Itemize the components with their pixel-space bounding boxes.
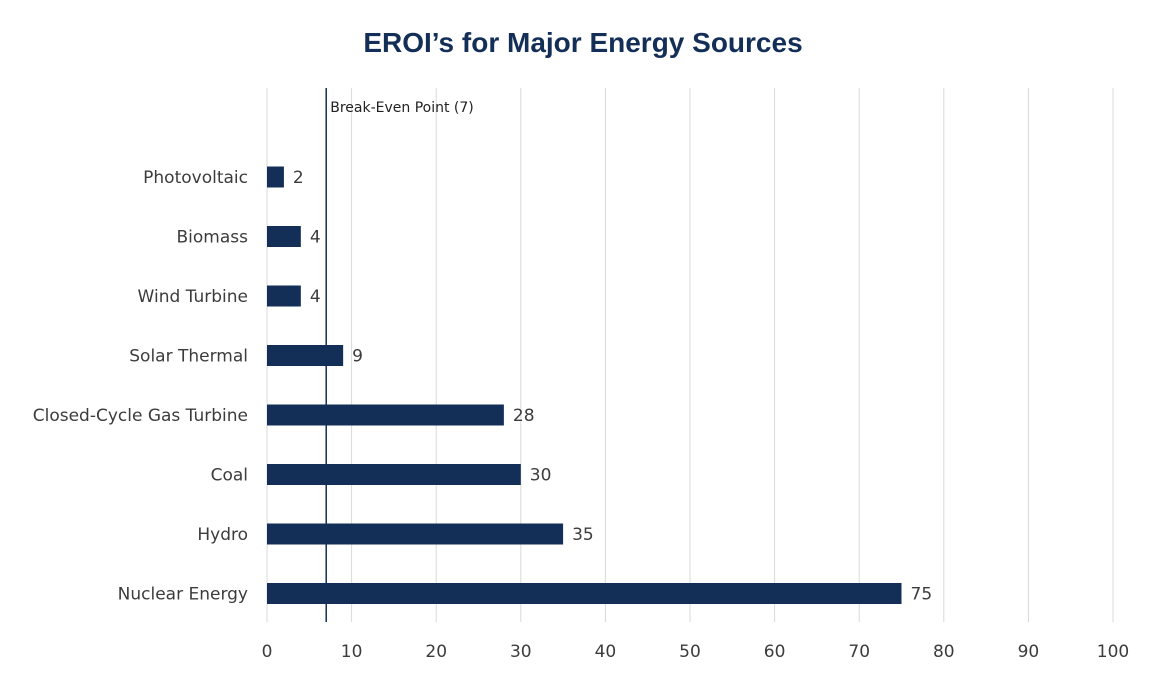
chart-title: EROI’s for Major Energy Sources — [363, 27, 802, 58]
bar — [267, 345, 344, 366]
x-tick-label: 90 — [1018, 642, 1040, 662]
data-label: 9 — [352, 347, 363, 367]
data-label: 35 — [572, 525, 594, 545]
category-label: Solar Thermal — [129, 347, 248, 367]
bar — [267, 166, 284, 188]
x-tick-label: 60 — [764, 642, 786, 662]
category-label: Hydro — [197, 525, 248, 545]
bar — [267, 583, 902, 604]
x-tick-label: 80 — [933, 642, 955, 662]
x-tick-label: 100 — [1097, 642, 1129, 662]
x-tick-label: 30 — [510, 642, 532, 662]
bar — [267, 464, 521, 485]
x-tick-label: 40 — [595, 642, 617, 662]
category-label: Nuclear Energy — [118, 585, 248, 605]
gridlines — [266, 88, 1114, 622]
bar — [267, 285, 301, 307]
x-tick-label: 20 — [425, 642, 447, 662]
data-label: 2 — [293, 168, 304, 188]
data-label: 28 — [513, 406, 535, 426]
break-even-label: Break-Even Point (7) — [330, 100, 474, 116]
data-label: 30 — [530, 466, 552, 486]
category-label: Photovoltaic — [143, 168, 248, 188]
category-label: Wind Turbine — [138, 287, 248, 307]
x-tick-label: 70 — [848, 642, 870, 662]
data-label: 75 — [911, 585, 933, 605]
bar — [267, 226, 301, 247]
category-label: Closed-Cycle Gas Turbine — [33, 406, 248, 426]
category-label: Coal — [211, 466, 248, 486]
x-tick-label: 50 — [679, 642, 701, 662]
x-tick-label: 0 — [262, 642, 273, 662]
bar — [267, 523, 564, 545]
x-tick-label: 10 — [341, 642, 363, 662]
data-label: 4 — [310, 287, 321, 307]
data-label: 4 — [310, 228, 321, 248]
break-even-reference: Break-Even Point (7) — [325, 88, 474, 622]
labels: 0 10 20 30 40 50 60 70 80 90 100 Photovoltaic 2 Bioma… — [33, 168, 1129, 662]
bar — [267, 404, 504, 426]
category-label: Biomass — [177, 228, 249, 248]
